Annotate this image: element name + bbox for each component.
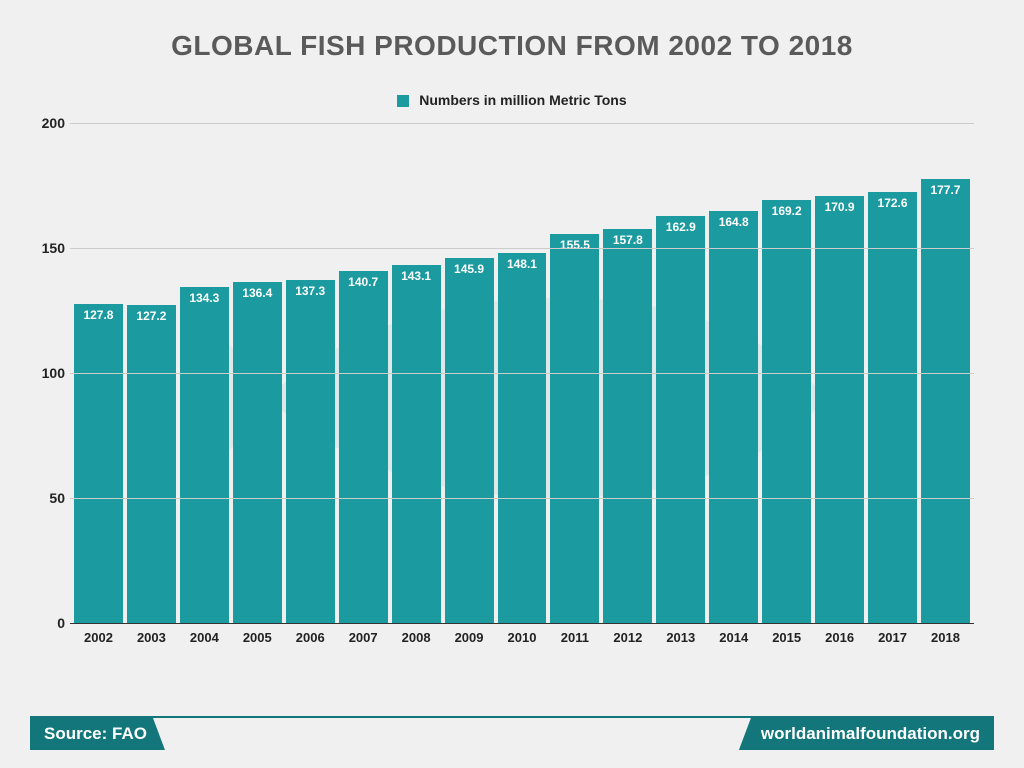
bar-wrap: 169.2 bbox=[762, 200, 811, 623]
bar-value-label: 157.8 bbox=[613, 233, 643, 247]
x-tick-label: 2004 bbox=[180, 624, 229, 645]
legend: Numbers in million Metric Tons bbox=[30, 92, 994, 108]
bar-value-label: 127.8 bbox=[83, 308, 113, 322]
x-tick-label: 2011 bbox=[550, 624, 599, 645]
bar-wrap: 162.9 bbox=[656, 216, 705, 623]
bar-value-label: 127.2 bbox=[136, 309, 166, 323]
plot-area: 127.8 127.2 134.3 136.4 137.3 140.7 143.1 145.9… bbox=[70, 123, 974, 623]
bar-value-label: 164.8 bbox=[719, 215, 749, 229]
bar-value-label: 170.9 bbox=[825, 200, 855, 214]
bar: 162.9 bbox=[656, 216, 705, 623]
bar-value-label: 145.9 bbox=[454, 262, 484, 276]
bar: 143.1 bbox=[392, 265, 441, 623]
x-tick-label: 2016 bbox=[815, 624, 864, 645]
grid-line bbox=[70, 123, 974, 124]
bar-value-label: 169.2 bbox=[772, 204, 802, 218]
grid-line bbox=[70, 373, 974, 374]
grid-line bbox=[70, 498, 974, 499]
bar-wrap: 127.2 bbox=[127, 305, 176, 623]
x-tick-label: 2015 bbox=[762, 624, 811, 645]
x-axis: 2002200320042005200620072008200920102011… bbox=[70, 623, 974, 645]
chart-title: GLOBAL FISH PRODUCTION FROM 2002 TO 2018 bbox=[30, 30, 994, 62]
x-tick-label: 2002 bbox=[74, 624, 123, 645]
y-tick-label: 100 bbox=[35, 365, 65, 381]
chart-container: GLOBAL FISH PRODUCTION FROM 2002 TO 2018… bbox=[30, 30, 994, 708]
x-tick-label: 2006 bbox=[286, 624, 335, 645]
bar-value-label: 134.3 bbox=[189, 291, 219, 305]
bar: 127.2 bbox=[127, 305, 176, 623]
bar-wrap: 177.7 bbox=[921, 179, 970, 623]
legend-label: Numbers in million Metric Tons bbox=[419, 92, 626, 108]
x-tick-label: 2017 bbox=[868, 624, 917, 645]
bar-wrap: 143.1 bbox=[392, 265, 441, 623]
bar-value-label: 148.1 bbox=[507, 257, 537, 271]
bar: 177.7 bbox=[921, 179, 970, 623]
x-tick-label: 2013 bbox=[656, 624, 705, 645]
bar-wrap: 172.6 bbox=[868, 192, 917, 624]
bar-wrap: 136.4 bbox=[233, 282, 282, 623]
bar-wrap: 127.8 bbox=[74, 304, 123, 624]
bar: 140.7 bbox=[339, 271, 388, 623]
x-tick-label: 2018 bbox=[921, 624, 970, 645]
bar: 136.4 bbox=[233, 282, 282, 623]
bar-wrap: 148.1 bbox=[498, 253, 547, 623]
legend-swatch bbox=[397, 95, 409, 107]
bar: 148.1 bbox=[498, 253, 547, 623]
y-tick-label: 50 bbox=[35, 490, 65, 506]
y-tick-label: 150 bbox=[35, 240, 65, 256]
bar-value-label: 172.6 bbox=[878, 196, 908, 210]
bar: 157.8 bbox=[603, 229, 652, 624]
footer: Source: FAO worldanimalfoundation.org bbox=[30, 716, 994, 750]
bar: 164.8 bbox=[709, 211, 758, 623]
bar: 172.6 bbox=[868, 192, 917, 624]
grid-line bbox=[70, 248, 974, 249]
bar-wrap: 157.8 bbox=[603, 229, 652, 624]
bar-wrap: 140.7 bbox=[339, 271, 388, 623]
bar-value-label: 136.4 bbox=[242, 286, 272, 300]
y-tick-label: 200 bbox=[35, 115, 65, 131]
x-tick-label: 2014 bbox=[709, 624, 758, 645]
bar-value-label: 140.7 bbox=[348, 275, 378, 289]
bar: 145.9 bbox=[445, 258, 494, 623]
bar-value-label: 143.1 bbox=[401, 269, 431, 283]
y-tick-label: 0 bbox=[35, 615, 65, 631]
site-chip: worldanimalfoundation.org bbox=[739, 718, 994, 750]
bar: 137.3 bbox=[286, 280, 335, 623]
bar-value-label: 137.3 bbox=[295, 284, 325, 298]
bar: 134.3 bbox=[180, 287, 229, 623]
bar-wrap: 134.3 bbox=[180, 287, 229, 623]
bar-wrap: 164.8 bbox=[709, 211, 758, 623]
bar-wrap: 170.9 bbox=[815, 196, 864, 623]
x-tick-label: 2007 bbox=[339, 624, 388, 645]
bar-wrap: 145.9 bbox=[445, 258, 494, 623]
bar: 127.8 bbox=[74, 304, 123, 624]
bar-value-label: 162.9 bbox=[666, 220, 696, 234]
bar-value-label: 155.5 bbox=[560, 238, 590, 252]
source-chip: Source: FAO bbox=[30, 718, 165, 750]
x-tick-label: 2008 bbox=[392, 624, 441, 645]
x-tick-label: 2005 bbox=[233, 624, 282, 645]
x-tick-label: 2003 bbox=[127, 624, 176, 645]
x-tick-label: 2009 bbox=[445, 624, 494, 645]
bar: 169.2 bbox=[762, 200, 811, 623]
bar: 155.5 bbox=[550, 234, 599, 623]
bar-wrap: 137.3 bbox=[286, 280, 335, 623]
x-tick-label: 2010 bbox=[498, 624, 547, 645]
x-tick-label: 2012 bbox=[603, 624, 652, 645]
bar: 170.9 bbox=[815, 196, 864, 623]
bar-wrap: 155.5 bbox=[550, 234, 599, 623]
bar-value-label: 177.7 bbox=[930, 183, 960, 197]
